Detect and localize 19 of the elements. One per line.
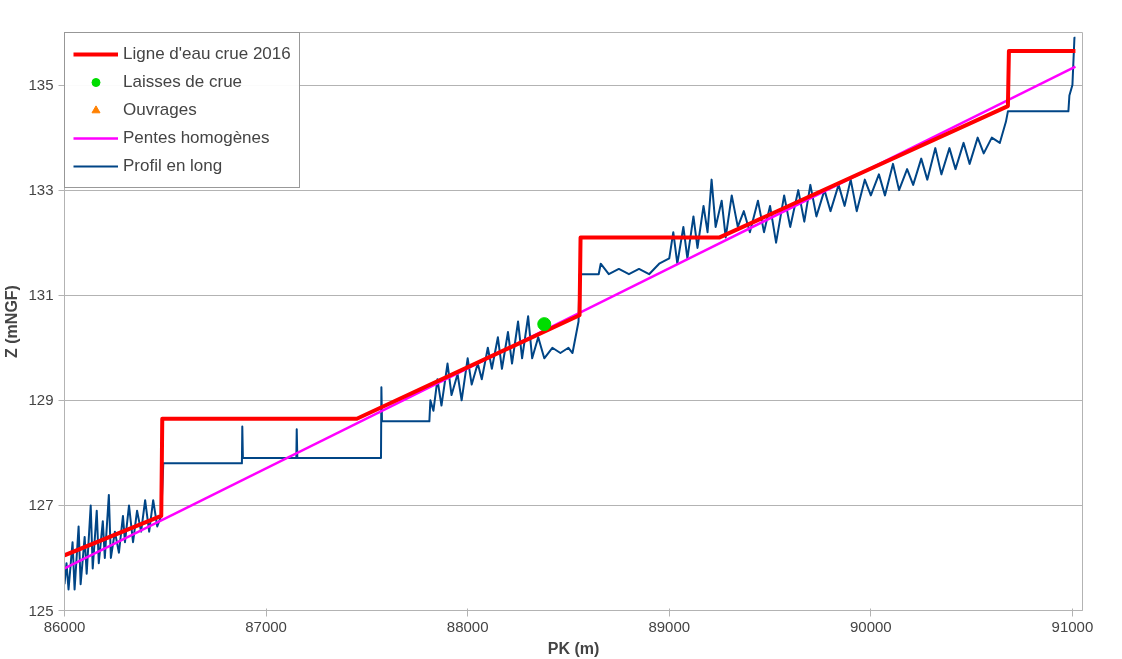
x-tick-label: 88000: [446, 617, 489, 635]
legend-label: Laisses de crue: [123, 71, 243, 93]
y-tick-label: 131: [28, 286, 54, 304]
x-tick-label: 91000: [1051, 617, 1094, 635]
legend-label: Pentes homogènes: [123, 127, 270, 149]
y-axis-title: Z (mNGF): [3, 285, 21, 358]
y-tick-label: 133: [28, 181, 54, 199]
x-tick-label: 90000: [849, 617, 892, 635]
x-tick-label: 89000: [648, 617, 691, 635]
x-tick-label: 86000: [43, 617, 86, 635]
x-axis-title: PK (m): [547, 639, 600, 657]
y-tick-label: 129: [28, 391, 54, 409]
y-tick-label: 135: [28, 76, 54, 94]
legend-label: Ligne d'eau crue 2016: [123, 43, 291, 65]
x-tick-label: 87000: [245, 617, 287, 635]
legend-label: Profil en long: [123, 155, 223, 177]
y-tick-label: 127: [28, 496, 54, 514]
y-tick-label: 125: [28, 601, 54, 619]
legend-label: Ouvrages: [123, 99, 197, 121]
